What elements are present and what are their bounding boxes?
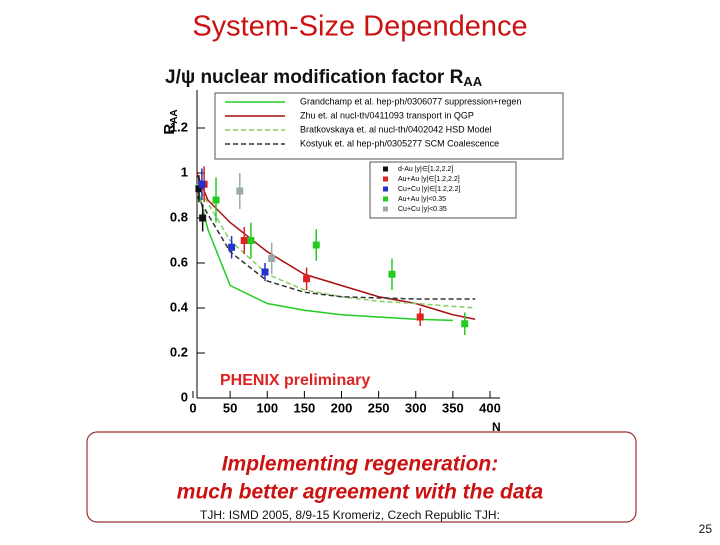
legend-label: Bratkovskaya et. al nucl-th/0402042 HSD … [300, 124, 492, 134]
x-tick-label: 0 [189, 400, 196, 415]
y-tick-label: 0.2 [170, 344, 188, 359]
footer: TJH: ISMD 2005, 8/9-15 Kromeriz, Czech R… [200, 508, 500, 522]
legend-label: Au+Au |y|<0.35 [398, 196, 446, 203]
x-axis-label: N [492, 420, 501, 434]
chart-title-sub: AA [463, 74, 482, 89]
y-tick-label: 1 [181, 164, 188, 179]
legend-box [214, 92, 564, 160]
theory-curve [196, 183, 476, 309]
y-tick-label: 0.6 [170, 254, 188, 269]
legend-label: Zhu et. al nucl-th/0411093 transport in … [300, 110, 474, 120]
legend-label: Cu+Cu |y|<0.35 [398, 206, 447, 213]
theory-curve [195, 184, 453, 322]
x-tick-label: 250 [368, 400, 390, 415]
data-point [198, 180, 206, 188]
legend-swatch [383, 206, 388, 212]
slide-title: System-Size Dependence [192, 11, 527, 43]
y-label-sub: AA [169, 109, 180, 123]
data-point [312, 241, 320, 249]
data-point [303, 275, 311, 283]
y-tick-label: 0 [181, 389, 188, 404]
data-point [268, 255, 276, 262]
legend-swatch [383, 166, 388, 172]
data-point [261, 268, 269, 276]
data-point [388, 270, 396, 278]
legend-label: Cu+Cu |y|∈[1.2,2.2] [398, 186, 461, 193]
x-tick-label: 200 [331, 400, 353, 415]
x-tick-label: 150 [294, 400, 316, 415]
y-tick-label: 0.4 [170, 299, 189, 314]
data-point [247, 237, 255, 244]
note-box [86, 431, 637, 523]
x-tick-label: 50 [223, 400, 237, 415]
chart-title-main: J/ψ nuclear modification factor R [165, 67, 464, 88]
data-point [236, 187, 244, 195]
legend-label: Au+Au |y|∈[1.2,2.2] [398, 176, 460, 183]
data-point [240, 237, 248, 244]
theory-curve [196, 195, 476, 300]
data-point [212, 196, 220, 204]
x-tick-label: 400 [479, 400, 501, 415]
data-point [195, 185, 203, 193]
page-number: 25 [699, 522, 713, 536]
x-tick-label: 100 [256, 400, 278, 415]
x-tick-label: 350 [442, 400, 464, 415]
theory-curve [196, 172, 476, 320]
legend-label: Grandchamp et al. hep-ph/0306077 suppres… [300, 96, 521, 106]
y-tick-label: 1.2 [170, 119, 188, 134]
data-point [199, 214, 207, 222]
note-line: much better agreement with the data [177, 481, 544, 504]
data-point [416, 313, 424, 321]
data-point [461, 320, 469, 328]
legend-swatch [383, 196, 388, 202]
legend-box [369, 161, 517, 219]
annotation: PHENIX preliminary [220, 372, 370, 389]
x-tick-label: 300 [405, 400, 427, 415]
legend-label: Kostyuk et. al hep-ph/0305277 SCM Coales… [300, 138, 499, 148]
data-point [228, 243, 236, 251]
legend-swatch [383, 186, 388, 192]
y-axis-label: RAA [161, 109, 180, 134]
note-line: Implementing regeneration: [222, 453, 499, 476]
y-label-main: R [161, 124, 178, 135]
y-tick-label: 0.8 [170, 209, 188, 224]
legend-swatch [383, 176, 388, 182]
legend-label: d-Au |y|∈[1.2,2.2] [398, 166, 453, 173]
chart-title: J/ψ nuclear modification factor RAA [165, 67, 483, 89]
